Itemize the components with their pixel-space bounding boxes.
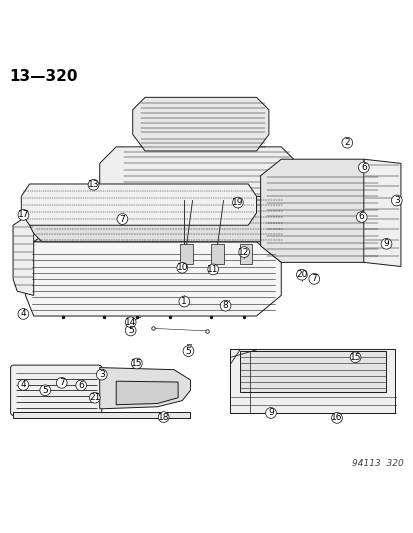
Text: 5: 5 (42, 386, 48, 395)
Bar (180, 244, 192, 264)
Text: 2: 2 (344, 138, 349, 147)
Polygon shape (100, 147, 297, 209)
Circle shape (358, 162, 368, 173)
Polygon shape (133, 98, 268, 151)
Circle shape (296, 269, 306, 280)
Text: 4: 4 (21, 381, 26, 390)
Text: 13—320: 13—320 (10, 69, 78, 84)
Text: 17: 17 (18, 211, 29, 220)
Polygon shape (21, 184, 256, 225)
Polygon shape (13, 368, 100, 413)
Text: 13: 13 (88, 180, 99, 189)
Circle shape (18, 309, 28, 319)
Text: 18: 18 (157, 413, 169, 422)
Circle shape (178, 296, 189, 307)
Text: 16: 16 (330, 414, 342, 423)
Text: 9: 9 (268, 408, 273, 417)
Circle shape (341, 138, 352, 148)
Circle shape (131, 358, 142, 369)
Bar (240, 244, 252, 264)
Polygon shape (100, 368, 190, 409)
Circle shape (356, 212, 366, 222)
Text: 94113  320: 94113 320 (351, 459, 403, 468)
Polygon shape (25, 196, 289, 242)
Text: 9: 9 (383, 239, 388, 248)
Circle shape (308, 273, 319, 284)
Text: 19: 19 (232, 198, 243, 207)
Text: 6: 6 (360, 163, 366, 172)
Circle shape (380, 238, 391, 249)
Circle shape (220, 300, 230, 311)
Circle shape (232, 197, 243, 208)
Circle shape (176, 262, 187, 273)
Text: 11: 11 (207, 265, 218, 274)
Circle shape (391, 195, 401, 206)
Circle shape (18, 379, 28, 390)
Polygon shape (260, 159, 384, 262)
Text: 21: 21 (89, 393, 100, 402)
Text: 5: 5 (185, 346, 191, 356)
Circle shape (96, 369, 107, 380)
Circle shape (76, 380, 86, 391)
Circle shape (207, 264, 218, 274)
Polygon shape (25, 242, 280, 316)
Text: 20: 20 (295, 270, 307, 279)
Text: 12: 12 (238, 247, 249, 256)
Circle shape (183, 346, 193, 357)
Circle shape (349, 352, 360, 362)
Text: 14: 14 (125, 318, 136, 327)
Circle shape (18, 209, 28, 220)
Circle shape (125, 317, 136, 328)
Circle shape (125, 325, 136, 336)
Circle shape (88, 180, 99, 190)
Polygon shape (229, 349, 394, 413)
Text: 7: 7 (311, 274, 316, 284)
Text: 3: 3 (99, 370, 104, 379)
Polygon shape (116, 381, 178, 405)
Text: 6: 6 (78, 381, 84, 390)
Circle shape (117, 214, 128, 224)
Text: 7: 7 (119, 215, 125, 223)
Text: 3: 3 (393, 196, 399, 205)
Text: 15: 15 (131, 359, 142, 368)
Polygon shape (13, 411, 190, 418)
Circle shape (265, 408, 275, 418)
Text: 6: 6 (358, 213, 364, 222)
Text: 10: 10 (176, 263, 188, 272)
Circle shape (331, 413, 342, 423)
Text: 8: 8 (222, 301, 228, 310)
Polygon shape (363, 159, 400, 266)
FancyBboxPatch shape (11, 365, 102, 415)
Circle shape (40, 385, 50, 395)
Circle shape (89, 392, 100, 403)
Circle shape (56, 377, 67, 388)
Circle shape (158, 411, 169, 423)
Text: 1: 1 (181, 297, 187, 306)
Polygon shape (33, 217, 289, 242)
Text: 5: 5 (128, 326, 133, 335)
Text: 4: 4 (21, 310, 26, 318)
Bar (211, 244, 223, 264)
Text: 7: 7 (59, 378, 64, 387)
Circle shape (238, 247, 249, 257)
Polygon shape (240, 351, 386, 392)
Text: 15: 15 (349, 353, 361, 362)
Polygon shape (13, 217, 33, 295)
